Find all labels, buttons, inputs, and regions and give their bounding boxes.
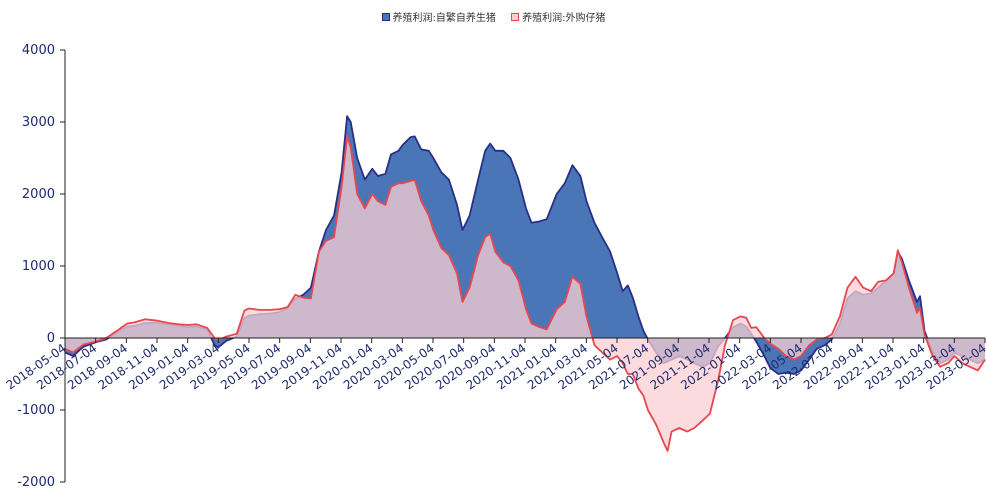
legend-label-series-2: 养殖利润:外购仔猪	[522, 13, 606, 24]
y-tick-label-5: 3000	[22, 115, 55, 130]
y-tick-label-2: 0	[47, 331, 55, 346]
legend-swatch-series-2	[511, 12, 520, 21]
legend-item-series-1: 养殖利润:自繁自养生猪	[381, 9, 496, 24]
y-tick-label-3: 1000	[22, 259, 55, 274]
y-tick-label-4: 2000	[22, 187, 55, 202]
chart-legend: 养殖利润:自繁自养生猪 养殖利润:外购仔猪	[0, 9, 987, 24]
legend-label-series-1: 养殖利润:自繁自养生猪	[392, 13, 496, 24]
legend-item-series-2: 养殖利润:外购仔猪	[511, 9, 605, 24]
y-tick-label-0: -2000	[17, 475, 55, 488]
y-tick-label-6: 4000	[22, 43, 55, 58]
y-tick-label-1: -1000	[17, 403, 55, 418]
legend-swatch-series-1	[381, 12, 390, 21]
series-line-2	[64, 135, 986, 452]
